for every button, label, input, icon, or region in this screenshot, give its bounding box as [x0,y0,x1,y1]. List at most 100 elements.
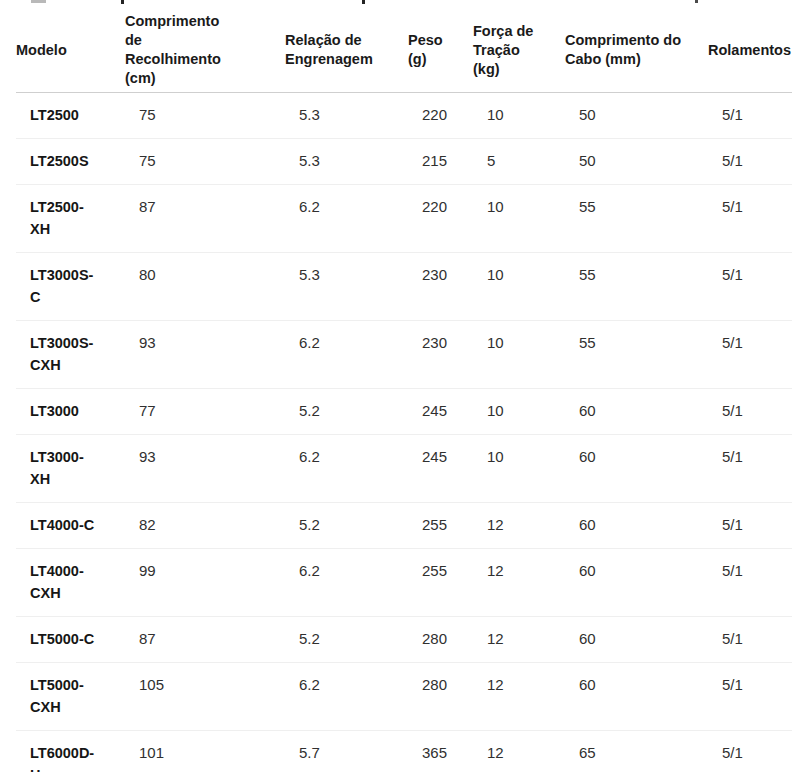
value-cell: 12 [473,503,565,549]
value-cell: 5/1 [708,731,792,772]
model-cell: LT3000-XH [16,435,125,503]
value-cell: 50 [565,93,708,139]
column-header-label: Modelo [16,41,67,60]
value-cell: 10 [473,185,565,253]
table-row: LT6000D-H 1015.736512655/1 [16,731,792,772]
value-cell: 80 [125,253,285,321]
heading-fragment [362,0,365,4]
value-cell: 77 [125,389,285,435]
value-cell: 10 [473,93,565,139]
value-cell: 55 [565,253,708,321]
column-header-peso: Peso (g) [408,8,473,93]
value-cell: 55 [565,185,708,253]
value-cell: 12 [473,663,565,731]
value-cell: 6.2 [285,549,408,617]
table-row: LT2500S755.32155505/1 [16,139,792,185]
value-cell: 65 [565,731,708,772]
value-cell: 255 [408,503,473,549]
table-row: LT3000S-C805.323010555/1 [16,253,792,321]
value-cell: 6.2 [285,663,408,731]
value-cell: 10 [473,389,565,435]
model-cell: LT3000S-CXH [16,321,125,389]
model-cell: LT4000-C [16,503,125,549]
column-header-comprimento-recolhimento: Comprimento de Recolhimento (cm) [125,8,285,93]
value-cell: 55 [565,321,708,389]
value-cell: 230 [408,321,473,389]
model-label: LT4000-CXH [30,560,100,604]
value-cell: 105 [125,663,285,731]
value-cell: 6.2 [285,435,408,503]
value-cell: 60 [565,617,708,663]
column-header-label: Peso (g) [408,31,450,69]
model-label: LT6000D-H [30,742,100,772]
table-header-row: Modelo Comprimento de Recolhimento (cm) … [16,8,792,93]
value-cell: 60 [565,503,708,549]
model-cell: LT3000S-C [16,253,125,321]
value-cell: 101 [125,731,285,772]
page: Modelo Comprimento de Recolhimento (cm) … [0,0,803,772]
model-label: LT3000-XH [30,446,100,490]
value-cell: 12 [473,549,565,617]
value-cell: 5/1 [708,185,792,253]
value-cell: 255 [408,549,473,617]
value-cell: 215 [408,139,473,185]
column-header-forca-tracao: Força de Tração (kg) [473,8,565,93]
value-cell: 10 [473,435,565,503]
value-cell: 5/1 [708,253,792,321]
value-cell: 220 [408,185,473,253]
model-cell: LT2500 [16,93,125,139]
value-cell: 5/1 [708,663,792,731]
column-header-label: Relação de Engrenagem [285,31,380,69]
value-cell: 60 [565,435,708,503]
model-label: LT3000S-C [30,264,100,308]
value-cell: 60 [565,389,708,435]
value-cell: 5/1 [708,93,792,139]
model-cell: LT6000D-H [16,731,125,772]
table-row: LT5000-CXH1056.228012605/1 [16,663,792,731]
table-row: LT3000S-CXH936.223010555/1 [16,321,792,389]
table-row: LT3000775.224510605/1 [16,389,792,435]
value-cell: 5.3 [285,93,408,139]
value-cell: 5/1 [708,549,792,617]
value-cell: 5/1 [708,139,792,185]
value-cell: 10 [473,321,565,389]
value-cell: 87 [125,185,285,253]
table-row: LT2500-XH876.222010555/1 [16,185,792,253]
model-cell: LT3000 [16,389,125,435]
table-row: LT4000-C825.225512605/1 [16,503,792,549]
column-header-comprimento-cabo: Comprimento do Cabo (mm) [565,8,708,93]
value-cell: 6.2 [285,185,408,253]
model-cell: LT2500S [16,139,125,185]
column-header-label: Comprimento de Recolhimento (cm) [125,12,240,88]
value-cell: 82 [125,503,285,549]
table-body: LT2500755.322010505/1LT2500S755.32155505… [16,93,792,772]
value-cell: 5 [473,139,565,185]
value-cell: 5.7 [285,731,408,772]
value-cell: 6.2 [285,321,408,389]
heading-fragment [695,0,698,3]
table-row: LT4000-CXH996.225512605/1 [16,549,792,617]
specifications-table: Modelo Comprimento de Recolhimento (cm) … [16,8,792,772]
value-cell: 5/1 [708,503,792,549]
column-header-label: Comprimento do Cabo (mm) [565,31,687,69]
value-cell: 280 [408,617,473,663]
value-cell: 10 [473,253,565,321]
value-cell: 93 [125,321,285,389]
value-cell: 365 [408,731,473,772]
column-header-label: Força de Tração (kg) [473,22,535,79]
model-cell: LT5000-C [16,617,125,663]
value-cell: 5/1 [708,389,792,435]
value-cell: 75 [125,93,285,139]
value-cell: 60 [565,663,708,731]
column-header-rolamentos: Rolamentos [708,8,792,93]
column-header-modelo: Modelo [16,8,125,93]
table-row: LT3000-XH936.224510605/1 [16,435,792,503]
value-cell: 60 [565,549,708,617]
value-cell: 5/1 [708,617,792,663]
value-cell: 5.2 [285,503,408,549]
model-label: LT3000S-CXH [30,332,100,376]
value-cell: 12 [473,731,565,772]
value-cell: 230 [408,253,473,321]
value-cell: 5/1 [708,435,792,503]
value-cell: 5.3 [285,139,408,185]
